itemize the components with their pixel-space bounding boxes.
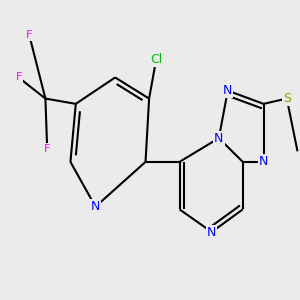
Text: S: S [283,92,291,105]
Text: N: N [207,226,216,238]
Text: N: N [214,132,224,145]
Text: N: N [259,155,268,168]
Text: F: F [15,73,22,82]
Text: N: N [91,200,100,213]
Text: F: F [26,30,32,40]
Text: F: F [44,144,50,154]
Text: N: N [223,84,232,97]
Text: Cl: Cl [150,52,162,65]
